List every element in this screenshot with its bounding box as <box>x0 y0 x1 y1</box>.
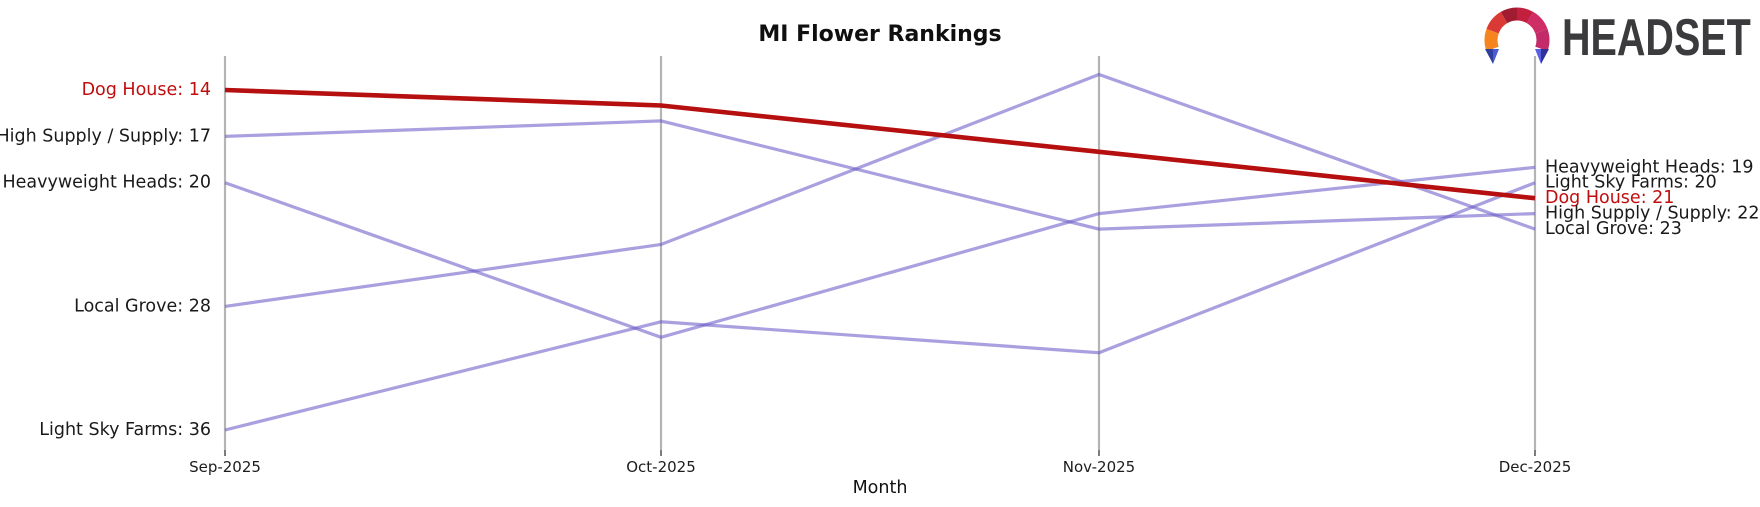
series-start-label-light-sky-farms: Light Sky Farms: 36 <box>39 420 211 440</box>
series-start-label-local-grove: Local Grove: 28 <box>74 296 211 316</box>
headset-arch-icon <box>1484 7 1550 64</box>
series-end-label-local-grove: Local Grove: 23 <box>1545 219 1682 239</box>
x-tick-label: Oct-2025 <box>626 458 696 476</box>
gridlines-layer <box>223 56 1537 456</box>
series-line-heavyweight-heads <box>224 165 1536 339</box>
series-end-label-high-supply-supply: High Supply / Supply: 22 <box>1545 204 1760 224</box>
chart-title: MI Flower Rankings <box>758 22 1001 47</box>
x-tick-label: Dec-2025 <box>1499 458 1572 476</box>
x-axis-layer: Sep-2025 Oct-2025 Nov-2025 Dec-2025 <box>189 458 1571 476</box>
headset-wordmark: HEADSET <box>1562 8 1751 67</box>
series-line-dog-house <box>224 87 1536 201</box>
x-axis-title: Month <box>853 478 908 498</box>
x-tick-label: Sep-2025 <box>189 458 261 476</box>
x-tick-label: Nov-2025 <box>1063 458 1135 476</box>
series-start-label-high-supply-supply: High Supply / Supply: 17 <box>0 126 211 146</box>
series-line-high-supply-supply <box>224 119 1536 231</box>
series-start-label-dog-house: Dog House: 14 <box>82 80 211 100</box>
series-line-light-sky-farms <box>224 181 1536 432</box>
series-end-label-heavyweight-heads: Heavyweight Heads: 19 <box>1545 157 1754 177</box>
series-start-label-heavyweight-heads: Heavyweight Heads: 20 <box>2 173 211 193</box>
series-end-label-light-sky-farms: Light Sky Farms: 20 <box>1545 173 1717 193</box>
series-lines-layer <box>224 72 1536 432</box>
series-end-label-dog-house: Dog House: 21 <box>1545 188 1674 208</box>
series-line-local-grove <box>224 72 1536 308</box>
headset-logo: HEADSET <box>1484 7 1751 67</box>
